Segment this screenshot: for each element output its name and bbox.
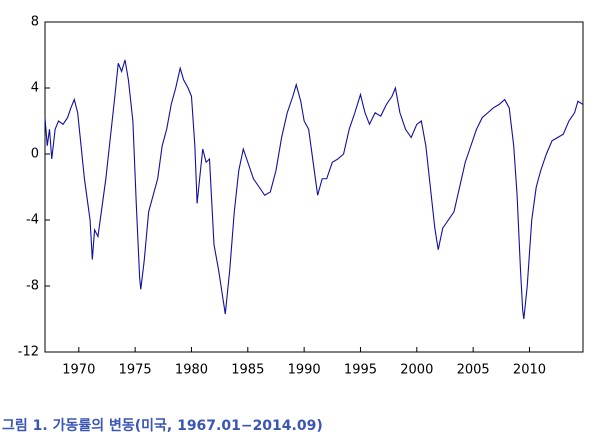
y-tick-label: 8 <box>31 15 39 30</box>
x-tick-label: 1985 <box>231 363 264 378</box>
y-tick-label: 0 <box>31 147 39 162</box>
caption: 그림 1. 가동률의 변동(미국, 1967.01−2014.09) <box>2 417 323 434</box>
y-tick-label: 4 <box>31 81 39 96</box>
x-tick-label: 1995 <box>344 363 377 378</box>
x-tick-label: 1990 <box>288 363 321 378</box>
x-tick-label: 1970 <box>62 363 95 378</box>
y-tick-label: -12 <box>18 345 39 360</box>
y-tick-label: -4 <box>26 213 39 228</box>
x-tick-label: 1980 <box>175 363 208 378</box>
y-tick-label: -8 <box>26 279 39 294</box>
plot-frame <box>44 21 584 353</box>
data-line <box>44 59 584 320</box>
x-tick-label: 2005 <box>457 363 490 378</box>
x-tick-label: 1975 <box>119 363 152 378</box>
x-tick-label: 2000 <box>400 363 433 378</box>
x-tick-label: 2010 <box>513 363 546 378</box>
